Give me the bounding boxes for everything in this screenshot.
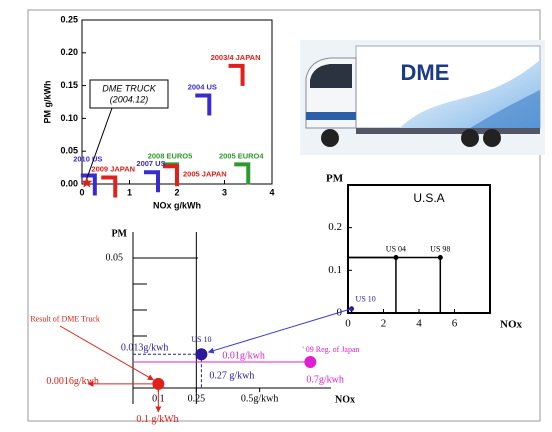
- point: [393, 255, 399, 261]
- x-tick-label: 2: [174, 187, 179, 197]
- x-tick-label: 3: [222, 187, 227, 197]
- bumper-stripe: [306, 112, 356, 120]
- x-tick-label: 2: [381, 318, 387, 330]
- point-label: 2009 JAPAN: [91, 164, 135, 173]
- windshield: [310, 64, 352, 88]
- zoom-chart: PM NOx 0.05 0.1 0.25 0.5g/kwh Result of DME Tr…: [30, 228, 359, 425]
- point-label: US 10: [356, 295, 376, 304]
- y-tick-label: 0.10: [60, 113, 78, 123]
- point-label: US 04: [386, 244, 406, 253]
- y-tick-label: 0.25: [60, 14, 78, 24]
- bracket-point: [234, 162, 251, 185]
- x-tick-label: 0: [345, 318, 351, 330]
- bracket-point: [228, 63, 245, 86]
- y-tick-label: 0.2: [328, 221, 342, 233]
- point: [304, 356, 317, 368]
- callout-text: (2004.12): [110, 94, 149, 104]
- point-label: Result of DME Truck: [30, 315, 100, 324]
- point-label: 2003/4 JAPAN: [211, 53, 261, 62]
- x-tick-label: 4: [269, 187, 274, 197]
- x-value-label: 0.7g/kwh: [306, 374, 344, 385]
- bracket-point: [195, 93, 212, 116]
- y-tick-label: 0.15: [60, 80, 78, 90]
- x-tick-label: 6: [452, 318, 458, 330]
- point-label: 2005 EURO4: [219, 151, 264, 160]
- bracket-point: [144, 170, 160, 193]
- callout-line: [86, 107, 113, 179]
- callout-text: DME TRUCK: [102, 83, 156, 93]
- chassis: [356, 128, 540, 134]
- y-tick-label: 0.00: [60, 178, 78, 188]
- point-label: US 10: [191, 335, 211, 344]
- y-axis-label: PM: [111, 228, 127, 239]
- wheel: [321, 129, 339, 147]
- point-label: 2007 US: [136, 159, 165, 168]
- point-label: 2004 US: [188, 82, 217, 91]
- link-arrow: [207, 308, 352, 354]
- bracket-point: [80, 173, 97, 196]
- y-tick-label: 0.05: [106, 252, 124, 263]
- point-label: ' 09 Reg. of Japan: [302, 345, 359, 354]
- y-tick-label: 0.05: [60, 146, 78, 156]
- point-label: 2008 EURO5: [148, 151, 193, 160]
- wheel: [483, 129, 501, 147]
- x-value-label: 0.27 g/kwh: [209, 370, 254, 381]
- point: [152, 377, 165, 390]
- chart-title: U.S.A: [413, 191, 444, 205]
- y-tick-label: 0.20: [60, 47, 78, 57]
- x-axis-label: NOx: [500, 319, 523, 331]
- x-tick-label: 1: [127, 187, 132, 197]
- x-tick-label: 0.5g/kwh: [241, 393, 279, 404]
- star-point: [81, 176, 93, 188]
- x-tick-label: 0.25: [188, 393, 206, 404]
- truck-picture: DME: [300, 40, 545, 155]
- x-axis-label: NOx g/kWh: [153, 200, 201, 210]
- point: [195, 348, 208, 361]
- value-label: 0.01g/kwh: [222, 350, 264, 361]
- value-label: 0.0016g/kwh: [46, 376, 98, 387]
- y-axis-label: PM g/kWh: [42, 81, 52, 124]
- bracket-point: [101, 175, 118, 198]
- trailer-swirl: [470, 90, 540, 128]
- value-label: 0.013g/kwh: [121, 342, 169, 353]
- y-tick-label: 0.1: [328, 264, 342, 276]
- point: [437, 255, 443, 261]
- wheel: [461, 129, 479, 147]
- x-tick-label: 0: [79, 187, 84, 197]
- x-tick-label: 4: [416, 318, 422, 330]
- y-axis-label: PM: [326, 173, 344, 185]
- callout-box: [89, 79, 169, 109]
- x-value-label: 0.1 g/kWh: [136, 414, 178, 425]
- point-label: US 98: [430, 244, 450, 253]
- bracket-point: [163, 164, 179, 187]
- truck-label: DME: [401, 60, 450, 85]
- x-axis-label: NOx: [335, 394, 355, 405]
- point-label: 2005 JAPAN: [183, 169, 227, 178]
- slide-frame: [27, 9, 541, 422]
- annotation-arrow: [59, 325, 154, 381]
- point-label: 2010 US: [73, 154, 102, 163]
